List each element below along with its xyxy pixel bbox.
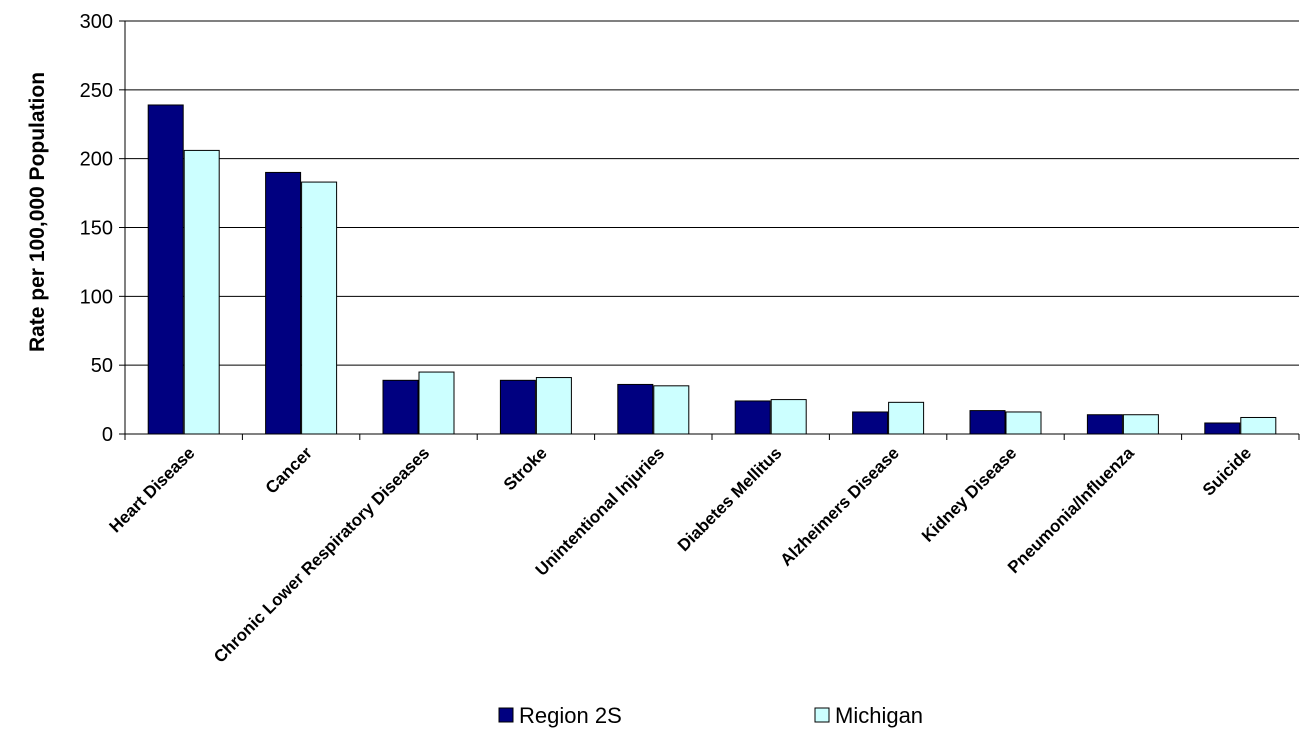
bar-michigan: [418, 371, 455, 435]
bar-region-2s: [969, 410, 1006, 435]
y-tick-label: 250: [80, 80, 113, 102]
bar-michigan: [1122, 414, 1159, 435]
x-tick-label: Chronic Lower Respiratory Diseases: [210, 443, 433, 666]
y-tick-label: 300: [80, 11, 113, 33]
y-tick-label: 200: [80, 149, 113, 171]
y-tick-label: 150: [80, 218, 113, 240]
bar-michigan: [301, 181, 338, 435]
bar-michigan: [1005, 411, 1042, 435]
x-tick-label: Cancer: [262, 443, 316, 497]
x-tick-label: Suicide: [1199, 443, 1255, 499]
bars: [147, 104, 1277, 435]
legend-swatch-region-2s: [498, 707, 514, 723]
x-tick-label: Stroke: [500, 443, 551, 494]
bar-region-2s: [382, 379, 419, 435]
legend-swatch-michigan: [814, 707, 830, 723]
bar-region-2s: [1086, 414, 1123, 435]
y-tick-label: 50: [91, 355, 113, 377]
legend: Region 2S Michigan: [498, 703, 923, 728]
x-tick-label: Heart Disease: [106, 443, 199, 536]
x-tick-label: Unintentional Injuries: [532, 443, 668, 579]
bar-region-2s: [617, 383, 654, 435]
x-tick-label: Alzheimers Disease: [777, 443, 903, 569]
bar-michigan: [183, 149, 220, 435]
bar-michigan: [535, 377, 572, 435]
bar-michigan: [1240, 416, 1277, 435]
bar-michigan: [653, 385, 690, 435]
bar-region-2s: [147, 104, 184, 435]
bar-michigan: [888, 401, 925, 435]
bar-region-2s: [1204, 422, 1241, 435]
y-tick-label: 100: [80, 286, 113, 308]
bar-michigan: [770, 399, 807, 435]
x-tick-label: Diabetes Mellitus: [674, 443, 786, 555]
legend-label-michigan: Michigan: [835, 703, 923, 728]
y-axis: 0 50 100 150 200 250 300: [80, 11, 126, 446]
x-tick-label: Pneumonia/Influenza: [1004, 443, 1138, 577]
x-tick-label: Kidney Disease: [918, 443, 1020, 545]
bar-region-2s: [265, 171, 302, 435]
bar-region-2s: [499, 379, 536, 435]
legend-label-region-2s: Region 2S: [519, 703, 622, 728]
bar-region-2s: [734, 400, 771, 435]
bar-region-2s: [852, 411, 889, 435]
y-axis-label: Rate per 100,000 Population: [26, 72, 49, 352]
y-tick-label: 0: [102, 424, 113, 446]
